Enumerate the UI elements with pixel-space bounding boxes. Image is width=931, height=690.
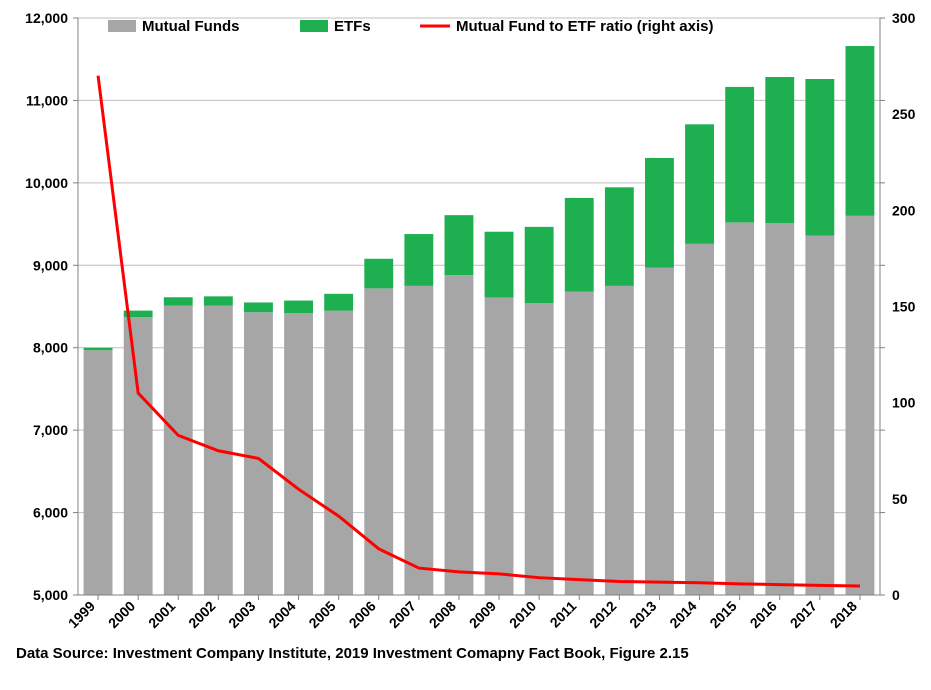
bar-etfs	[445, 215, 474, 275]
x-tick-label: 2008	[426, 598, 459, 631]
bar-mutual-funds	[244, 312, 273, 595]
x-tick-label: 2009	[466, 598, 499, 631]
x-tick-label: 2001	[145, 598, 178, 631]
x-tick-label: 2007	[386, 598, 419, 631]
bar-mutual-funds	[445, 275, 474, 595]
y-right-tick-label: 250	[892, 106, 916, 122]
bar-etfs	[645, 158, 674, 268]
y-right-tick-label: 300	[892, 10, 916, 26]
bar-mutual-funds	[84, 350, 113, 595]
bar-mutual-funds	[846, 216, 875, 595]
bar-etfs	[364, 259, 393, 289]
legend-swatch	[300, 20, 328, 32]
legend-label: Mutual Fund to ETF ratio (right axis)	[456, 18, 713, 35]
bar-etfs	[525, 227, 554, 303]
y-left-tick-label: 10,000	[25, 175, 68, 191]
bar-mutual-funds	[645, 268, 674, 595]
x-tick-label: 2018	[827, 598, 860, 631]
x-tick-label: 2011	[547, 598, 580, 631]
bar-etfs	[846, 46, 875, 216]
chart-container: 5,000 6,000 7,000 8,000 9,000 10,000 11,000 12,…	[0, 0, 931, 685]
bar-mutual-funds	[525, 303, 554, 595]
y-left-tick-label: 7,000	[33, 422, 68, 438]
legend-label: ETFs	[334, 18, 371, 35]
x-tick-label: 2002	[185, 598, 218, 631]
bar-mutual-funds	[485, 297, 514, 595]
bar-mutual-funds	[404, 286, 433, 595]
x-tick-label: 2000	[105, 598, 138, 631]
bar-etfs	[485, 232, 514, 298]
bar-mutual-funds	[685, 244, 714, 595]
bar-mutual-funds	[765, 223, 794, 595]
bar-etfs	[765, 77, 794, 223]
bar-mutual-funds	[805, 236, 834, 595]
source-text: Data Source: Investment Company Institut…	[16, 645, 689, 662]
bar-mutual-funds	[284, 313, 313, 595]
chart-svg: 5,000 6,000 7,000 8,000 9,000 10,000 11,000 12,…	[0, 0, 931, 685]
x-tick-label: 2010	[506, 598, 539, 631]
bar-etfs	[84, 348, 113, 350]
bar-mutual-funds	[605, 286, 634, 595]
bar-mutual-funds	[124, 317, 153, 595]
y-right-tick-label: 50	[892, 491, 908, 507]
x-tick-label: 2006	[346, 598, 379, 631]
y-left-tick-label: 6,000	[33, 505, 68, 521]
legend-swatch	[108, 20, 136, 32]
x-tick-label: 2003	[225, 598, 258, 631]
bar-etfs	[204, 296, 233, 305]
bar-etfs	[324, 294, 353, 311]
bar-etfs	[284, 301, 313, 314]
bar-etfs	[605, 187, 634, 286]
x-tick-label: 2016	[747, 598, 780, 631]
bar-mutual-funds	[565, 292, 594, 595]
x-tick-label: 2013	[626, 598, 659, 631]
x-tick-label: 2004	[265, 598, 298, 631]
bar-etfs	[404, 234, 433, 286]
y-right-tick-label: 200	[892, 202, 916, 218]
x-tick-label: 1999	[65, 598, 98, 631]
bar-etfs	[725, 87, 754, 223]
y-right-tick-label: 0	[892, 587, 900, 603]
y-right-tick-label: 100	[892, 395, 916, 411]
y-left-tick-label: 12,000	[25, 10, 68, 26]
legend-label: Mutual Funds	[142, 18, 240, 35]
y-left-tick-label: 5,000	[33, 587, 68, 603]
bar-mutual-funds	[164, 306, 193, 595]
x-tick-label: 2005	[305, 598, 338, 631]
bar-etfs	[685, 124, 714, 244]
bar-etfs	[805, 79, 834, 236]
bar-mutual-funds	[324, 311, 353, 595]
y-left-tick-label: 8,000	[33, 340, 68, 356]
x-tick-label: 2014	[666, 598, 699, 631]
bar-etfs	[565, 198, 594, 292]
x-tick-label: 2012	[586, 598, 619, 631]
x-tick-label: 2015	[706, 598, 739, 631]
y-left-tick-label: 9,000	[33, 257, 68, 273]
y-left-tick-label: 11,000	[26, 92, 68, 108]
y-right-tick-label: 150	[892, 299, 916, 315]
x-tick-label: 2017	[787, 598, 820, 631]
bar-etfs	[164, 297, 193, 305]
bar-etfs	[244, 302, 273, 312]
bar-mutual-funds	[725, 222, 754, 595]
